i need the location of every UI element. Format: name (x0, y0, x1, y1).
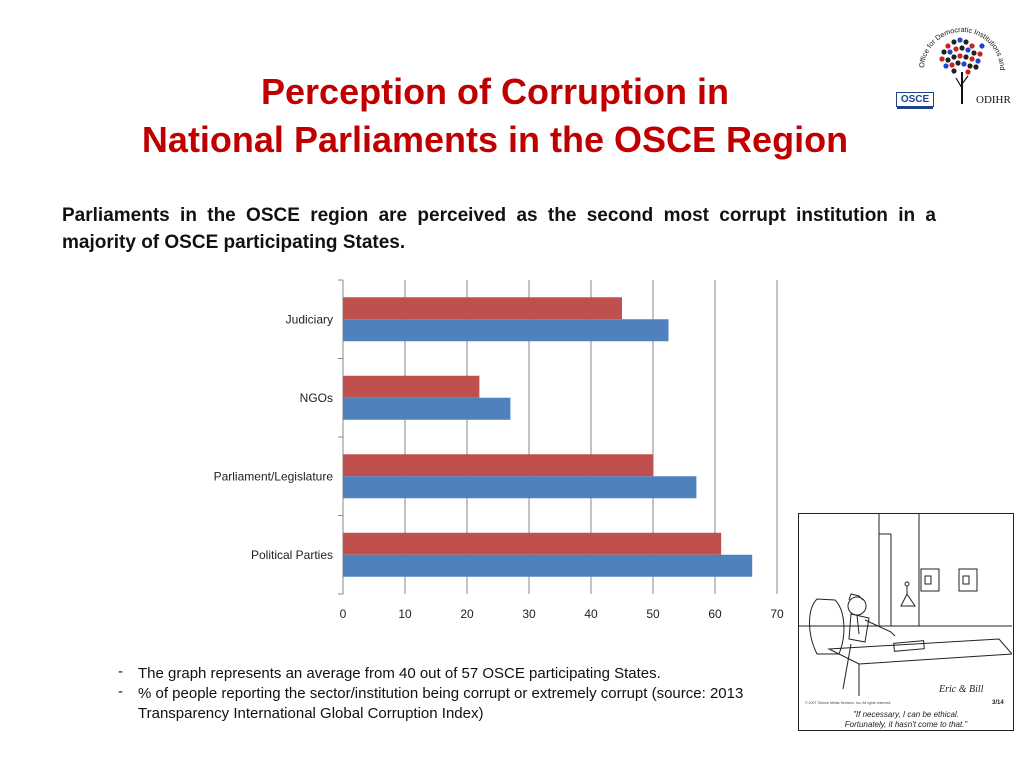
footnote-1: - The graph represents an average from 4… (118, 663, 758, 684)
tree-logo-icon: Office for Democratic Institutions and H… (893, 9, 1007, 104)
x-tick-label-10: 10 (398, 607, 412, 621)
logo-osce-text: OSCE (900, 94, 930, 105)
logo-odihr-text: ODIHR (976, 94, 1011, 106)
category-label-parliament-legislature: Parliament/Legislature (214, 469, 334, 483)
x-tick-label-30: 30 (522, 607, 536, 621)
cartoon-signature: Eric & Bill (939, 684, 984, 695)
bar-2010-judiciary (343, 297, 622, 320)
logo-osce-box: OSCE (896, 92, 934, 109)
dilbert-cartoon: © 2007 Tribune Media Services, Inc. All … (798, 513, 1014, 731)
bar-2010-ngos (343, 375, 480, 398)
x-tick-label-0: 0 (340, 607, 347, 621)
bar-2013-political-parties (343, 554, 753, 577)
footnote-1-bullet: - (118, 663, 123, 680)
x-tick-label-50: 50 (646, 607, 660, 621)
cartoon-caption-line2: Fortunately, it hasn't come to that." (844, 720, 968, 729)
category-label-political-parties: Political Parties (251, 548, 333, 562)
x-tick-label-60: 60 (708, 607, 722, 621)
bar-2013-parliament-legislature (343, 476, 697, 499)
corruption-bar-chart: 0 10 20 30 40 50 60 70 Judiciary NGOs Parliament/L… (180, 272, 800, 632)
cartoon-copyright: © 2007 Tribune Media Services, Inc. All … (805, 701, 892, 705)
slide-subtitle: Parliaments in the OSCE region are perce… (62, 205, 936, 253)
category-label-ngos: NGOs (300, 391, 333, 405)
category-label-judiciary: Judiciary (286, 312, 333, 326)
slide-title-line1: Perception of Corruption in (261, 71, 729, 112)
footnotes: - The graph represents an average from 4… (118, 663, 758, 724)
footnote-2: - % of people reporting the sector/insti… (118, 683, 758, 724)
x-tick-label-20: 20 (460, 607, 474, 621)
chart-svg: 0 10 20 30 40 50 60 70 Judiciary NGOs Parliament/L… (214, 279, 784, 621)
footnote-2-text: % of people reporting the sector/institu… (138, 685, 744, 722)
cartoon-caption: "If necessary, I can be ethical. Fortuna… (799, 710, 1013, 730)
x-tick-label-40: 40 (584, 607, 598, 621)
bar-2013-judiciary (343, 319, 669, 342)
cartoon-page-number: 3/14 (992, 700, 1004, 706)
bar-2010-political-parties (343, 532, 722, 555)
slide-title-line2: National Parliaments in the OSCE Region (141, 119, 849, 160)
bar-2013-ngos (343, 397, 511, 420)
cartoon-caption-line1: "If necessary, I can be ethical. (853, 710, 959, 719)
bar-2010-parliament-legislature (343, 454, 653, 477)
odihr-logo: Office for Democratic Institutions and H… (893, 9, 1016, 112)
slide-title: Perception of Corruption in National Par… (40, 68, 950, 164)
cartoon-drawing-icon (799, 514, 1012, 696)
x-tick-label-70: 70 (770, 607, 784, 621)
footnote-1-text: The graph represents an average from 40 … (138, 665, 661, 682)
footnote-2-bullet: - (118, 683, 123, 700)
